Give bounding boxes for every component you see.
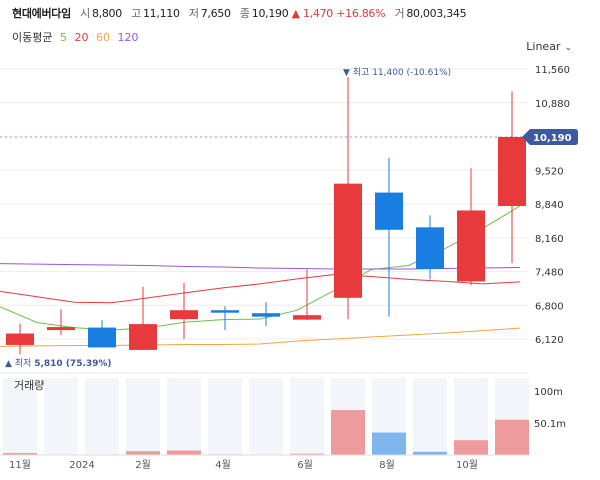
x-tick-label: 10월 bbox=[456, 459, 478, 471]
candle bbox=[293, 269, 321, 321]
ma60-legend: 60 bbox=[95, 31, 110, 44]
moving-average-legend[interactable]: 이동평균 5 20 60 120 bbox=[12, 29, 142, 45]
current-price-tag bbox=[522, 128, 578, 145]
y-tick-label: 11,560 bbox=[535, 65, 570, 76]
close-price: 10,190 bbox=[251, 7, 289, 20]
volume-slot bbox=[249, 378, 283, 455]
ma-legend-title: 이동평균 bbox=[12, 31, 53, 44]
volume-bar bbox=[290, 453, 324, 455]
volume-slot bbox=[208, 378, 242, 455]
candle-body bbox=[88, 327, 116, 348]
y-tick-label: 8,160 bbox=[535, 234, 564, 245]
volume-bar bbox=[331, 410, 365, 455]
x-tick-label: 6월 bbox=[297, 459, 313, 471]
y-tick-label: 6,800 bbox=[535, 301, 564, 312]
candle bbox=[6, 323, 34, 355]
y-tick-label: 10,880 bbox=[535, 99, 570, 110]
candle-body bbox=[334, 183, 362, 298]
candle-body bbox=[293, 315, 321, 320]
open-label: 시 bbox=[80, 7, 90, 20]
x-tick-label: 4월 bbox=[215, 459, 231, 471]
volume-bar bbox=[495, 419, 529, 455]
min-price-prefix: ▲ 최저 bbox=[5, 358, 34, 369]
close-label: 종 bbox=[239, 7, 250, 20]
volume-label: 거 bbox=[394, 7, 405, 20]
price-change-pct: +16.86% bbox=[336, 7, 386, 20]
candle-body bbox=[6, 333, 34, 345]
volume-slot bbox=[290, 378, 324, 455]
y-tick-label: 6,120 bbox=[535, 335, 564, 346]
ma5-legend: 5 bbox=[59, 31, 67, 44]
low-label: 저 bbox=[188, 7, 199, 20]
chevron-down-icon: ⌄ bbox=[564, 43, 572, 53]
volume-tick-label: 50.1m bbox=[534, 419, 566, 430]
volume-slot bbox=[3, 378, 37, 455]
candle bbox=[88, 320, 116, 348]
min-price-value: 5,810 (75.39%) bbox=[34, 359, 111, 369]
y-tick-label: 9,520 bbox=[535, 166, 564, 177]
candle-body bbox=[252, 313, 280, 317]
candle-body bbox=[170, 310, 198, 320]
volume-slot bbox=[44, 378, 78, 455]
candle-body bbox=[129, 324, 157, 350]
x-tick-label: 2024 bbox=[69, 460, 94, 471]
ma20-legend: 20 bbox=[74, 31, 89, 44]
open-price: 8,800 bbox=[91, 7, 122, 20]
volume-bar bbox=[126, 451, 160, 455]
ma120-legend: 120 bbox=[117, 31, 139, 44]
y-tick-label: 8,840 bbox=[535, 200, 564, 211]
candle-body bbox=[211, 310, 239, 313]
volume-bar bbox=[413, 451, 447, 455]
candle-body bbox=[498, 136, 526, 206]
scale-selector[interactable]: Linear ⌄ bbox=[526, 40, 572, 53]
volume-bar bbox=[372, 432, 406, 455]
scale-value: Linear bbox=[526, 40, 561, 53]
volume-slot bbox=[167, 378, 201, 455]
candle-body bbox=[457, 210, 485, 282]
y-tick-label: 7,480 bbox=[535, 268, 564, 279]
volume-slot bbox=[126, 378, 160, 455]
candle bbox=[498, 91, 526, 264]
candle bbox=[170, 282, 198, 339]
x-tick-label: 2월 bbox=[135, 459, 151, 471]
price-header: 현대에버다임 시 8,800 고 11,110 저 7,650 종 10,190 ▲ 1… bbox=[12, 5, 467, 21]
volume-total: 80,003,345 bbox=[406, 7, 467, 20]
low-price: 7,650 bbox=[200, 7, 231, 20]
candle bbox=[47, 309, 75, 336]
candle bbox=[375, 157, 403, 317]
high-label: 고 bbox=[131, 7, 141, 20]
candle bbox=[211, 306, 239, 331]
min-price-annotation: ▲ 최저 5,810 (75.39%) bbox=[5, 358, 112, 369]
candle-body bbox=[47, 327, 75, 331]
candle bbox=[252, 302, 280, 327]
candle bbox=[334, 76, 362, 320]
volume-slot bbox=[85, 378, 119, 455]
candle bbox=[416, 215, 444, 280]
volume-bar bbox=[454, 440, 488, 455]
current-price-label: 10,190 bbox=[533, 133, 572, 144]
volume-slot bbox=[413, 378, 447, 455]
candle-body bbox=[416, 227, 444, 270]
stock-name: 현대에버다임 bbox=[12, 7, 71, 20]
candle bbox=[457, 168, 485, 286]
volume-title: 거래량 bbox=[14, 379, 44, 392]
candle bbox=[129, 286, 157, 350]
volume-bar bbox=[167, 450, 201, 455]
high-price: 11,110 bbox=[142, 7, 180, 20]
price-change: ▲ 1,470 bbox=[291, 7, 334, 20]
volume-tick-label: 100m bbox=[534, 387, 563, 398]
x-tick-label: 11월 bbox=[9, 459, 31, 471]
volume-bar bbox=[3, 453, 37, 455]
x-tick-label: 8월 bbox=[379, 459, 395, 471]
candle-body bbox=[375, 192, 403, 230]
max-price-annotation: ▼ 최고 11,400 (-10.61%) bbox=[343, 67, 451, 78]
ma20-line bbox=[0, 273, 521, 304]
ma60-line bbox=[0, 327, 521, 347]
